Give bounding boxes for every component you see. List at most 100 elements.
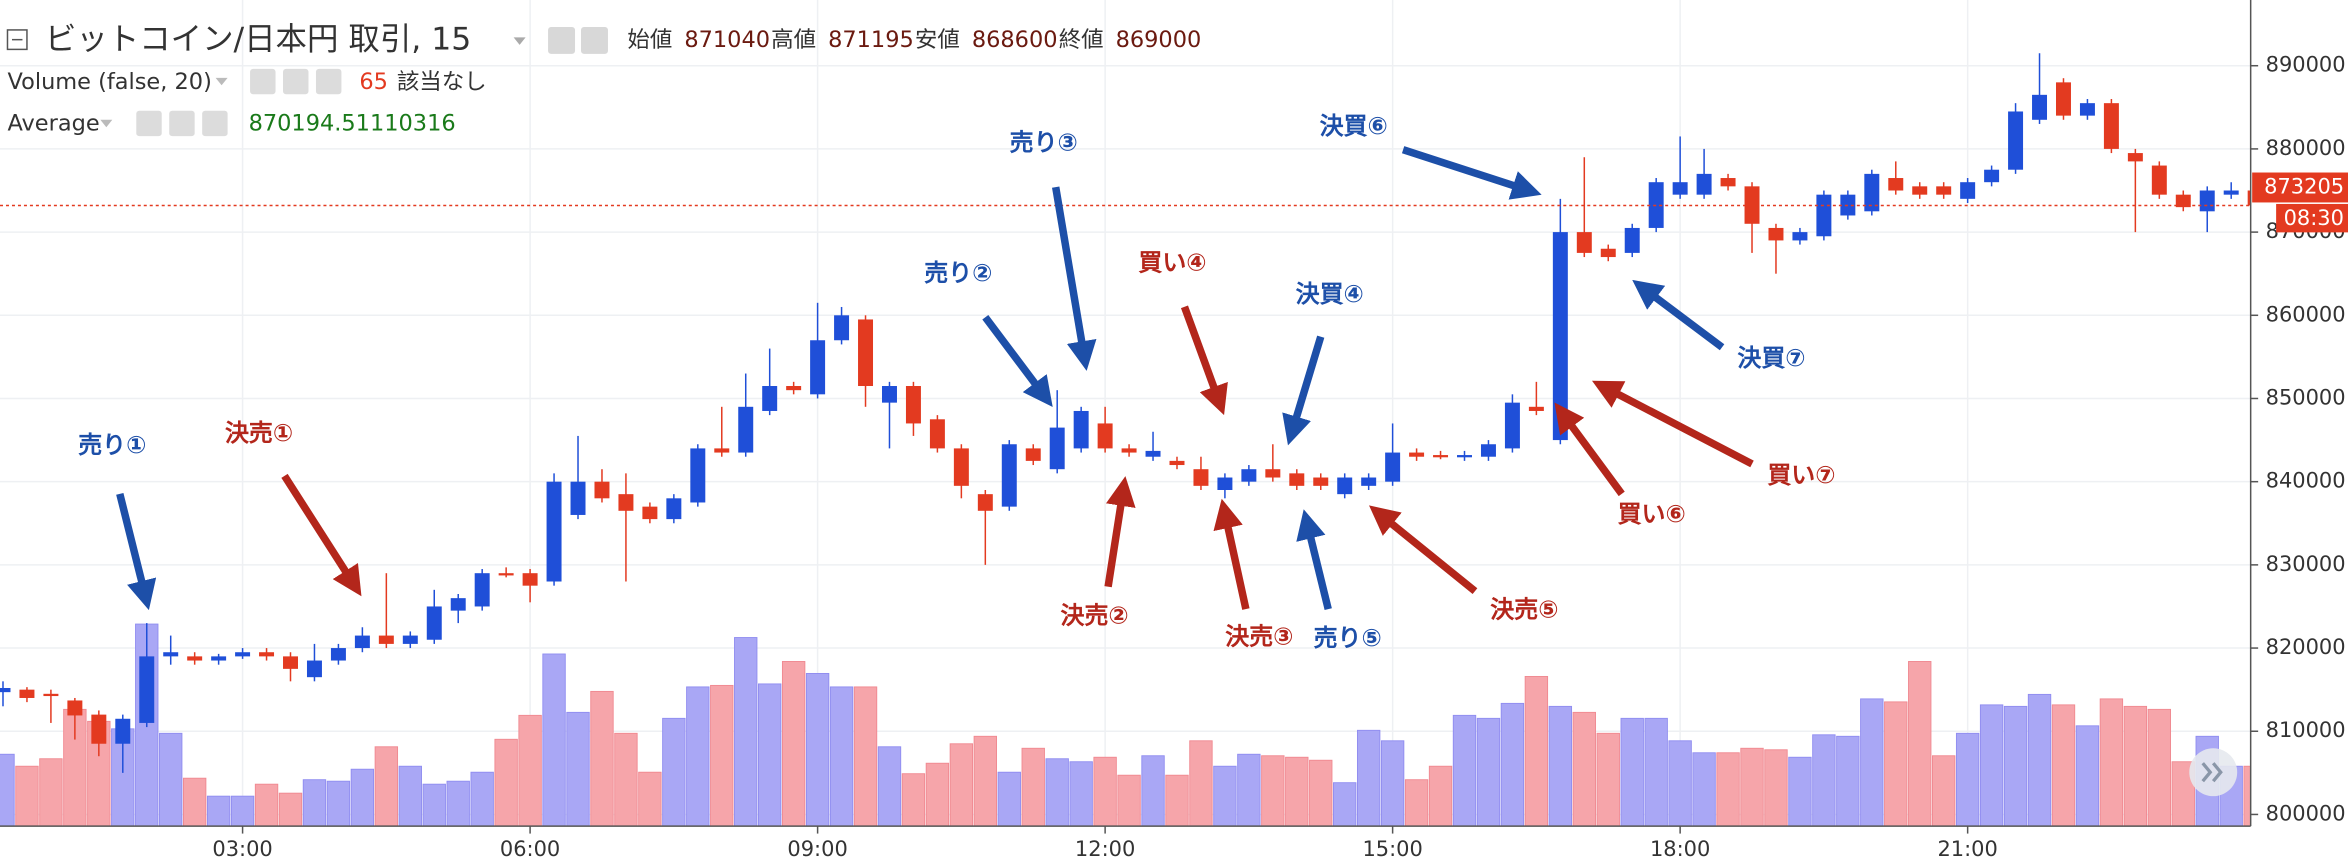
volume-bar: [542, 653, 566, 827]
volume-bar: [182, 777, 207, 827]
volume-bar: [0, 753, 15, 827]
y-tick-label: 880000: [2266, 136, 2346, 160]
scroll-button[interactable]: [2189, 748, 2238, 797]
volume-bar: [1620, 717, 1644, 827]
volume-bar: [686, 686, 710, 827]
volume-bar: [614, 732, 638, 827]
candle-body: [474, 573, 490, 607]
volume-bar: [446, 780, 470, 827]
candle-body: [1265, 469, 1281, 478]
y-tick-label: 860000: [2266, 302, 2346, 326]
volume-bar: [326, 780, 351, 827]
y-tick-label: 810000: [2266, 718, 2346, 742]
candle-body: [570, 481, 586, 515]
volume-bar: [1500, 702, 1525, 827]
candle-body: [1816, 194, 1832, 237]
volume-bar: [2243, 765, 2251, 827]
candle-body: [1073, 410, 1089, 449]
candle-body: [19, 689, 35, 698]
volume-bar: [1237, 753, 1261, 827]
x-tick-label: 09:00: [787, 837, 847, 861]
candle-body: [953, 448, 969, 486]
dropdown-arrow[interactable]: [215, 77, 228, 86]
candle-body: [1049, 427, 1065, 470]
annotation-arrow: [116, 492, 157, 611]
volume-bar: [1596, 732, 1620, 827]
remove-icon[interactable]: [202, 110, 228, 137]
candle-body: [2247, 190, 2251, 206]
candle-body: [2127, 153, 2143, 162]
indicator-value: 870194.51110316: [249, 111, 456, 137]
candle-body: [2223, 190, 2239, 195]
candle-body: [1409, 452, 1425, 457]
volume-bar: [758, 683, 782, 827]
candle-body: [1313, 477, 1329, 486]
eye-icon[interactable]: [250, 68, 276, 95]
settings-icon[interactable]: [581, 26, 608, 54]
candle-body: [2151, 165, 2167, 195]
candle-body: [1457, 455, 1472, 458]
candle-body: [1960, 182, 1976, 199]
candle-body: [1864, 173, 1880, 212]
dropdown-arrow[interactable]: [513, 37, 526, 45]
indicator-name: Average: [7, 111, 99, 137]
collapse-icon[interactable]: [6, 29, 28, 51]
volume-bar: [1476, 717, 1501, 827]
volume-bar: [398, 765, 422, 827]
volume-bar: [1213, 765, 1237, 827]
remove-icon[interactable]: [315, 68, 342, 95]
candle-body: [1528, 406, 1544, 411]
eye-icon[interactable]: [136, 110, 162, 137]
annotation-arrow: [1052, 186, 1097, 371]
volume-bar: [254, 783, 279, 827]
volume-bar: [853, 686, 878, 827]
candle-body: [1121, 448, 1137, 453]
eye-icon[interactable]: [548, 26, 576, 54]
x-tick-label: 06:00: [500, 837, 560, 861]
candle-body: [810, 340, 826, 395]
volume-bar: [1093, 756, 1117, 827]
candle-body: [1097, 423, 1113, 449]
volume-bar: [1812, 734, 1836, 827]
volume-bar: [1285, 756, 1309, 827]
candle-body: [594, 481, 610, 499]
annotation-label: 売り②: [924, 259, 992, 287]
volume-bar: [1261, 755, 1285, 827]
annotation-arrow: [1282, 335, 1325, 446]
volume-bar: [1117, 774, 1141, 827]
candle-body: [235, 652, 251, 657]
candle-body: [306, 660, 322, 678]
candle-body: [283, 656, 298, 669]
candle-body: [0, 687, 11, 693]
candle-body: [1648, 182, 1664, 228]
volume-bar: [1045, 758, 1069, 827]
candle-body: [905, 386, 921, 424]
candle-body: [1720, 178, 1736, 187]
volume-bar: [1860, 698, 1884, 827]
ohlc-label: 安値: [915, 27, 960, 53]
candle-body: [1912, 186, 1928, 195]
candle-body: [115, 718, 131, 744]
annotation-arrow: [1591, 380, 1754, 468]
volume-bar: [422, 783, 446, 827]
candle-body: [450, 598, 466, 611]
volume-bar: [2099, 698, 2124, 827]
candle-body: [2055, 82, 2071, 116]
candle-body: [1241, 469, 1257, 482]
price-tag-label: 873205: [2264, 174, 2344, 198]
dropdown-arrow[interactable]: [100, 119, 113, 128]
symbol-title: ビットコイン/日本円 取引, 15: [45, 21, 471, 57]
settings-icon[interactable]: [283, 68, 309, 95]
volume-bar: [829, 686, 854, 827]
volume-bar: [2123, 705, 2148, 827]
annotation-label: 決買⑥: [1320, 112, 1388, 140]
x-tick-label: 21:00: [1937, 837, 1997, 861]
volume-bar: [1644, 717, 1668, 827]
volume-bar: [1668, 740, 1692, 827]
settings-icon[interactable]: [169, 110, 195, 137]
volume-bar: [1884, 701, 1908, 827]
candle-body: [1696, 173, 1712, 195]
candle-body: [929, 419, 945, 449]
x-tick-label: 15:00: [1362, 837, 1422, 861]
